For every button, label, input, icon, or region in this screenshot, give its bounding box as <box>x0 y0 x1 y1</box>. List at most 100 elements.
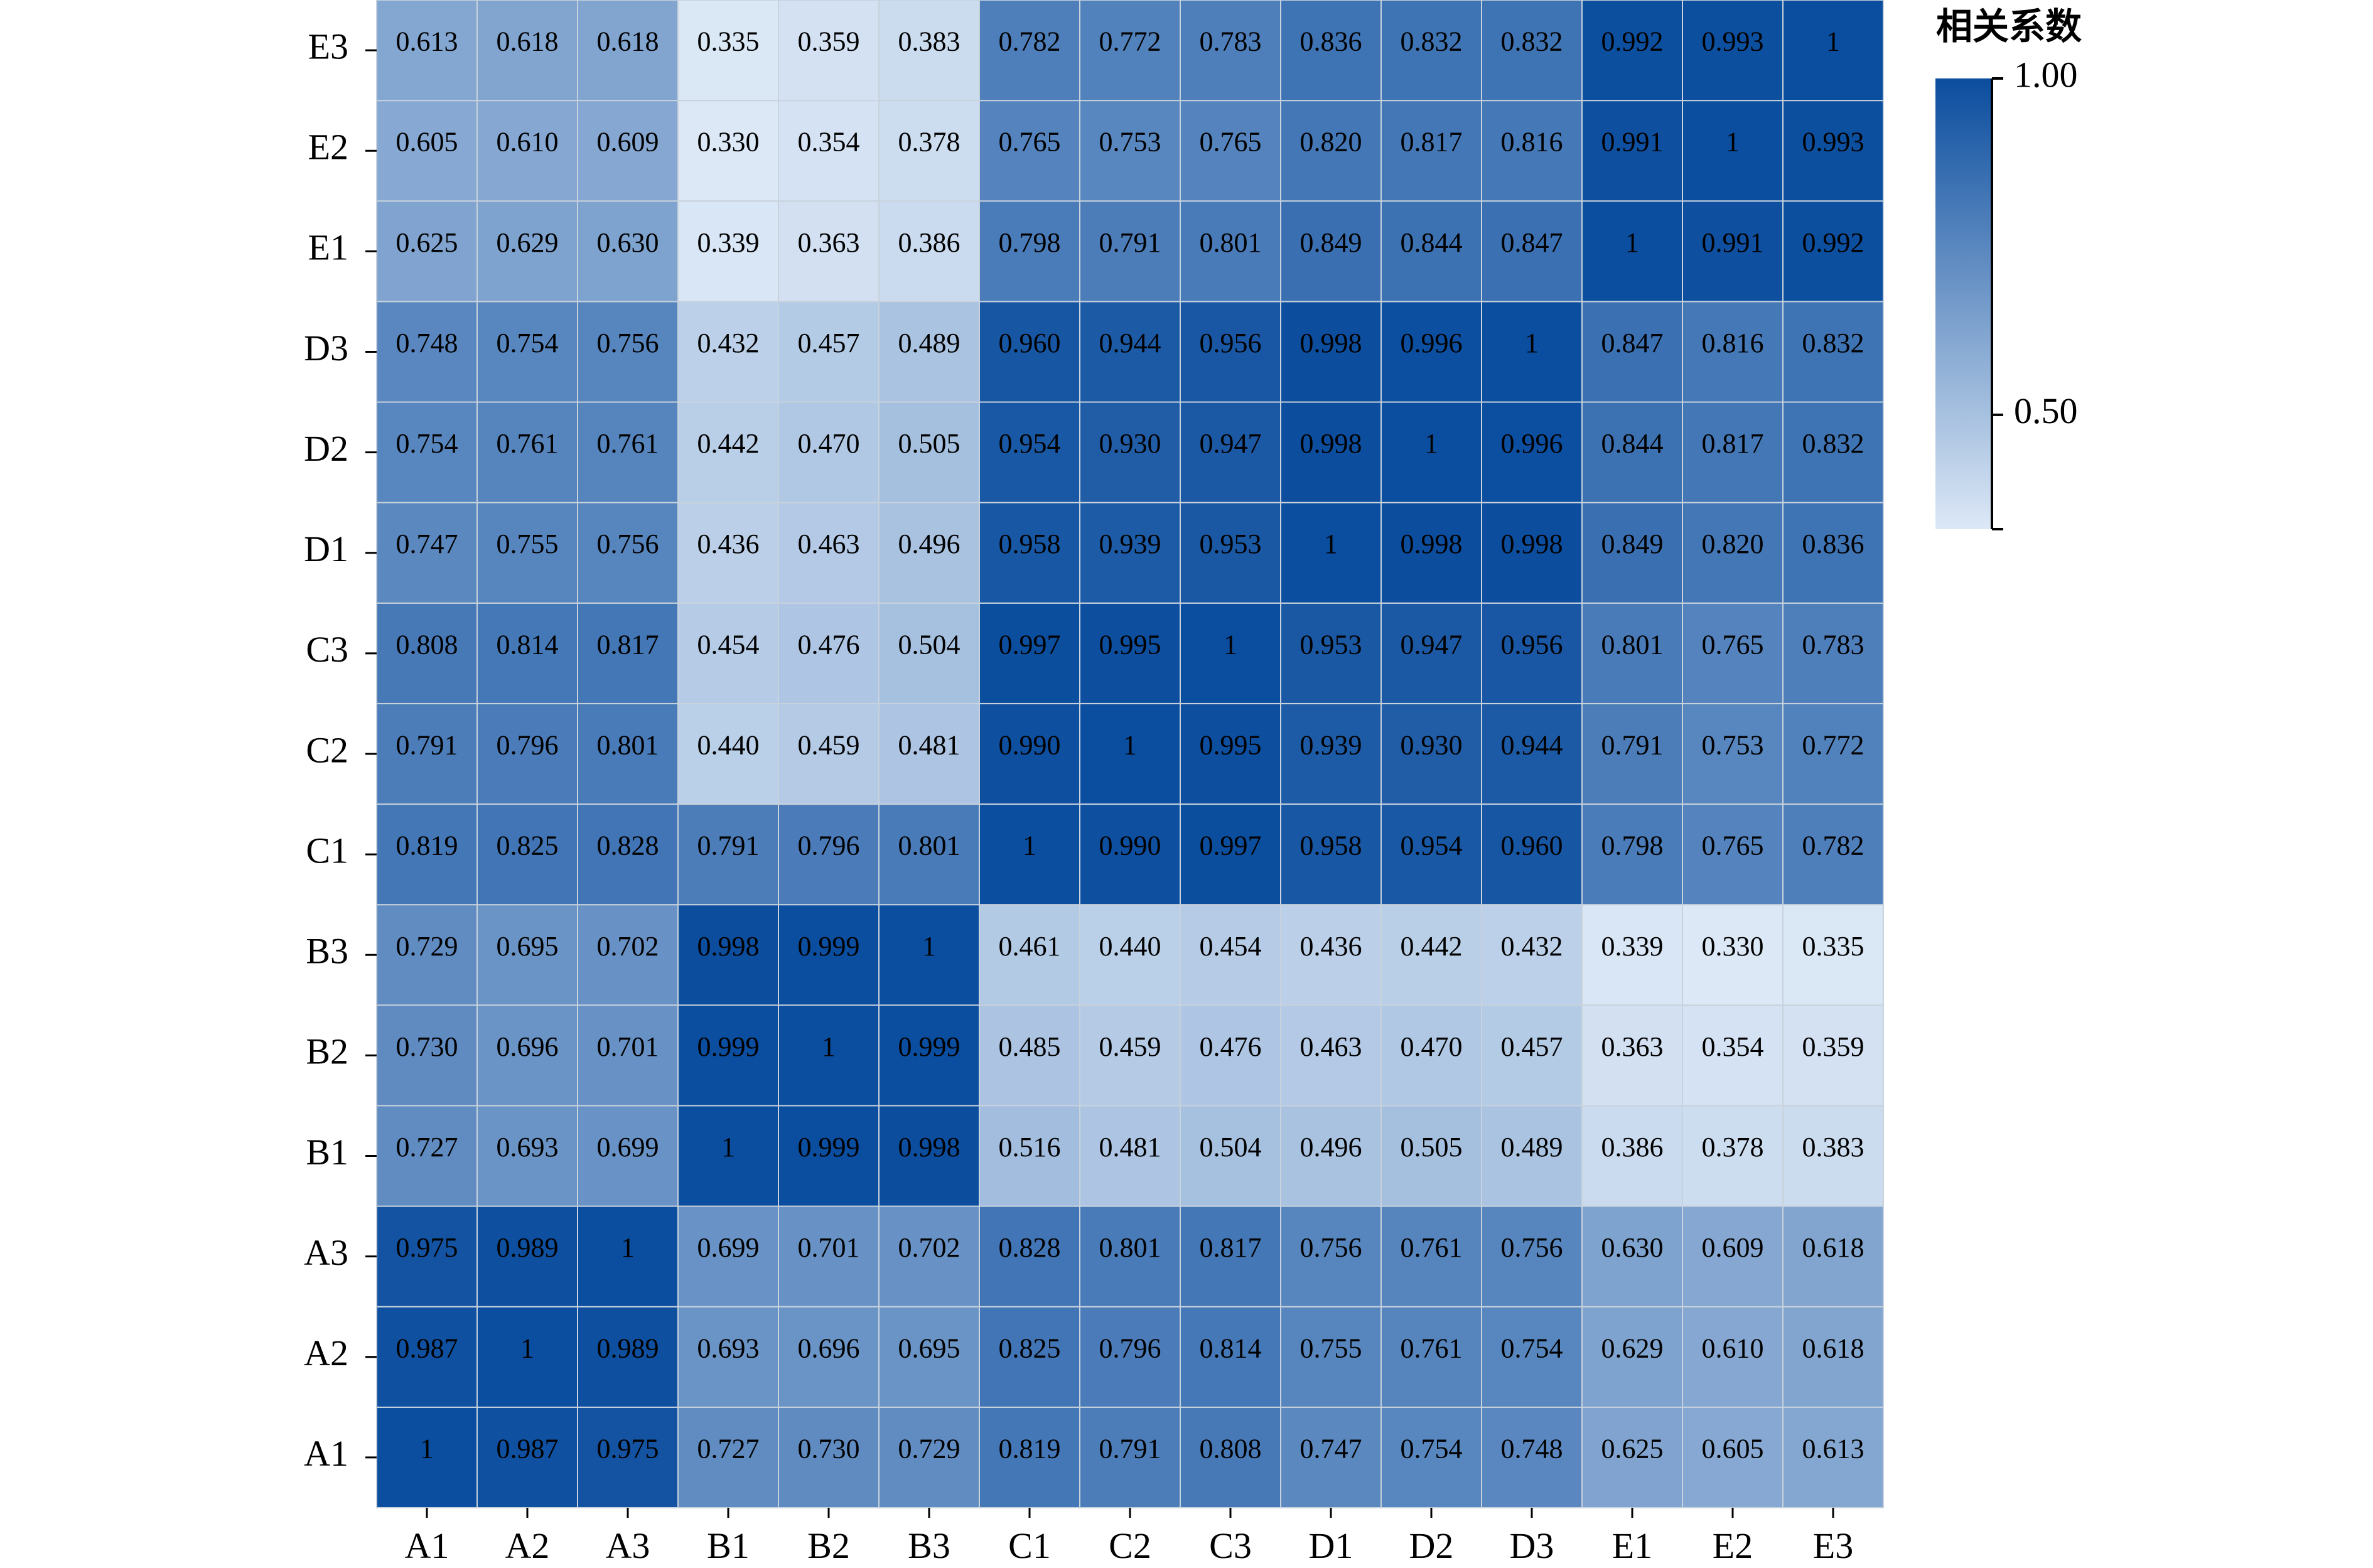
x-tick-label-A3: A3 <box>606 1525 650 1566</box>
cell-value-A2-C1: 0.825 <box>999 1333 1061 1363</box>
heatmap-cell-C3-D1 <box>1280 602 1382 704</box>
heatmap-cell-D2-B2 <box>778 401 880 503</box>
cell-value-A3-E1: 0.630 <box>1601 1232 1664 1263</box>
cell-value-A3-B1: 0.699 <box>697 1232 760 1263</box>
cell-value-E3-A3: 0.618 <box>597 26 659 57</box>
cell-value-B1-B3: 0.998 <box>898 1132 960 1163</box>
cell-value-E3-D2: 0.832 <box>1401 26 1463 57</box>
heatmap-cell-C3-D3 <box>1481 602 1583 704</box>
cell-value-E1-C3: 0.801 <box>1200 227 1262 258</box>
cell-value-E1-B1: 0.339 <box>697 227 760 258</box>
heatmap-cell-C1-A3 <box>577 803 679 906</box>
heatmap-cell-D2-D3 <box>1481 401 1583 503</box>
cell-value-D3-B1: 0.432 <box>697 328 760 358</box>
colorbar-ticks: 1.00 0.50 <box>1992 54 2078 530</box>
cell-value-A1-B3: 0.729 <box>898 1433 960 1464</box>
cell-value-B3-D3: 0.432 <box>1501 931 1563 962</box>
cell-value-C3-A2: 0.814 <box>497 629 559 660</box>
cell-value-E3-B1: 0.335 <box>697 26 760 57</box>
heatmap-cell-B3-E2 <box>1682 904 1784 1006</box>
heatmap-cell-E2-C1 <box>979 100 1080 202</box>
y-tick-label-D2: D2 <box>304 428 348 469</box>
heatmap-cell-D1-A3 <box>577 502 679 604</box>
heatmap-cell-B2-D2 <box>1380 1004 1482 1107</box>
heatmap-cell-D2-E1 <box>1581 401 1683 503</box>
cell-value-A3-D2: 0.761 <box>1401 1232 1463 1263</box>
cell-value-D3-B2: 0.457 <box>798 328 860 358</box>
heatmap-cell-A3-D2 <box>1380 1205 1482 1308</box>
heatmap-cell-D3-C3 <box>1180 301 1281 403</box>
cell-value-C3-B2: 0.476 <box>798 629 860 660</box>
heatmap-cell-A3-B1 <box>677 1205 779 1308</box>
cell-value-C2-B2: 0.459 <box>798 729 860 760</box>
heatmap-cell-E2-E3 <box>1782 100 1884 202</box>
cell-value-C1-D3: 0.960 <box>1501 830 1563 861</box>
heatmap-cell-D3-A2 <box>476 301 578 403</box>
cell-value-C1-E2: 0.765 <box>1702 830 1764 861</box>
cell-value-C2-D3: 0.944 <box>1501 729 1563 760</box>
cell-value-B3-A1: 0.729 <box>396 931 458 962</box>
cell-value-B1-E1: 0.386 <box>1601 1132 1664 1163</box>
heatmap-cell-C3-E2 <box>1682 602 1784 704</box>
cell-value-B2-C2: 0.459 <box>1099 1031 1161 1062</box>
y-tick-label-E1: E1 <box>308 227 348 268</box>
cell-value-D3-B3: 0.489 <box>898 328 960 358</box>
x-tick-label-C2: C2 <box>1109 1525 1151 1566</box>
cell-value-C1-E3: 0.782 <box>1802 830 1864 861</box>
cell-value-E2-D2: 0.817 <box>1401 127 1463 158</box>
cell-value-D1-C1: 0.958 <box>999 529 1061 559</box>
cell-value-E1-B2: 0.363 <box>798 227 860 258</box>
cell-value-E3-C3: 0.783 <box>1200 26 1262 57</box>
cell-value-B2-D1: 0.463 <box>1300 1031 1362 1062</box>
cell-value-D1-E2: 0.820 <box>1702 529 1764 559</box>
cell-value-B2-D3: 0.457 <box>1501 1031 1563 1062</box>
cell-value-C1-C1: 1 <box>1023 830 1036 861</box>
y-tick-label-B1: B1 <box>306 1132 348 1173</box>
cell-value-C1-A3: 0.828 <box>597 830 659 861</box>
heatmap-cell-D2-E2 <box>1682 401 1784 503</box>
heatmap-cell-D2-B3 <box>878 401 980 503</box>
cell-value-D2-D1: 0.998 <box>1300 428 1362 459</box>
heatmap-cell-A1-D3 <box>1481 1406 1583 1509</box>
cell-value-B3-B3: 1 <box>922 931 936 962</box>
heatmap-cell-C3-B1 <box>677 602 779 704</box>
cell-value-E2-B2: 0.354 <box>798 127 860 158</box>
heatmap-cell-D2-E3 <box>1782 401 1884 503</box>
cell-value-B3-C1: 0.461 <box>999 931 1061 962</box>
colorbar-tick-label-0.50: 0.50 <box>2014 390 2078 431</box>
cell-value-E2-D3: 0.816 <box>1501 127 1563 158</box>
cell-value-C1-B1: 0.791 <box>697 830 760 861</box>
cell-value-E2-C3: 0.765 <box>1200 127 1262 158</box>
heatmap-cell-C3-C1 <box>979 602 1080 704</box>
cell-value-A2-B3: 0.695 <box>898 1333 960 1363</box>
cell-value-B1-C1: 0.516 <box>999 1132 1061 1163</box>
cell-value-E3-E1: 0.992 <box>1601 26 1664 57</box>
heatmap-cell-A2-E3 <box>1782 1306 1884 1408</box>
cell-value-A2-A1: 0.987 <box>396 1333 458 1363</box>
heatmap-cell-A2-B2 <box>778 1306 880 1408</box>
cell-value-B1-A2: 0.693 <box>497 1132 559 1163</box>
heatmap-cell-C1-B1 <box>677 803 779 906</box>
heatmap-cell-C1-C1 <box>979 803 1080 906</box>
cell-value-B2-B2: 1 <box>822 1031 836 1062</box>
heatmap-cell-D1-C1 <box>979 502 1080 604</box>
heatmap-cell-E1-A1 <box>376 200 478 303</box>
heatmap-cell-E1-B1 <box>677 200 779 303</box>
heatmap-cell-A1-B3 <box>878 1406 980 1509</box>
cell-value-A3-C3: 0.817 <box>1200 1232 1262 1263</box>
cell-value-D1-D2: 0.998 <box>1401 529 1463 559</box>
heatmap-cell-E1-B3 <box>878 200 980 303</box>
cell-value-B3-E1: 0.339 <box>1601 931 1664 962</box>
cell-value-C2-E1: 0.791 <box>1601 729 1664 760</box>
cell-value-C3-B3: 0.504 <box>898 629 960 660</box>
cell-value-D2-E1: 0.844 <box>1601 428 1664 459</box>
cell-value-A1-C3: 0.808 <box>1200 1433 1262 1464</box>
heatmap-cell-C1-A2 <box>476 803 578 906</box>
cell-value-B1-A1: 0.727 <box>396 1132 458 1163</box>
cell-value-D1-A1: 0.747 <box>396 529 458 559</box>
heatmap-cell-A1-A2 <box>476 1406 578 1509</box>
heatmap-cell-E3-D1 <box>1280 0 1382 102</box>
heatmap-cell-E1-A2 <box>476 200 578 303</box>
cell-value-A2-B1: 0.693 <box>697 1333 760 1363</box>
cell-value-A2-E2: 0.610 <box>1702 1333 1764 1363</box>
